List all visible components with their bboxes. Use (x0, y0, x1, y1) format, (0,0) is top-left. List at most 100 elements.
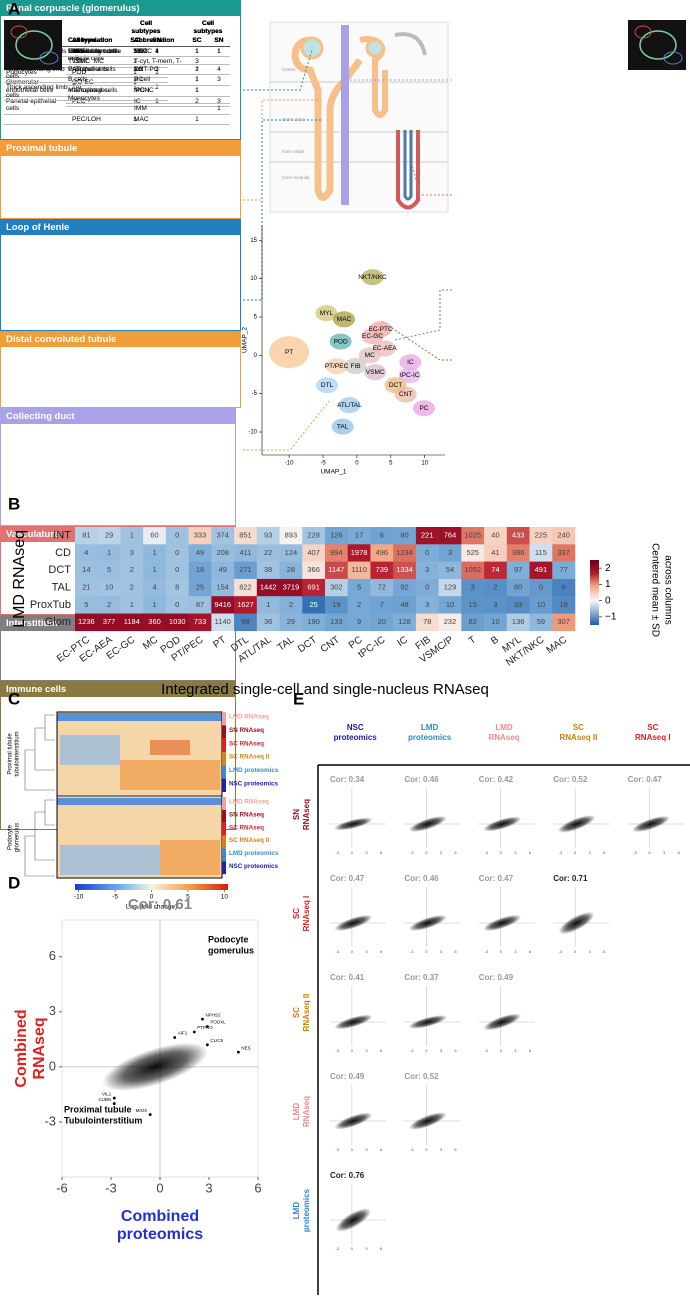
table-cell: NKC (132, 46, 186, 58)
mini-tick-label: 3 (365, 1147, 368, 1152)
cell-value: 40 (491, 531, 499, 540)
heatmap-cell (506, 613, 530, 632)
y-tick-label: 10 (250, 276, 257, 282)
cluster-label: tPC-IC (400, 372, 420, 379)
cell-value: 5 (84, 600, 88, 609)
cluster-label: EC-AEA (373, 345, 398, 352)
cell-value: 74 (491, 565, 499, 574)
cell-value: 6 (562, 583, 566, 592)
cluster-label: FIB (350, 363, 360, 370)
cell-value: 14 (82, 565, 90, 574)
mini-tick-label: 3 (663, 850, 666, 855)
heatmap-cell (552, 561, 576, 580)
cell-value: 1 (152, 565, 156, 574)
table-row: Natural killer cells NKC 1 (66, 46, 230, 58)
cluster-label: DCT (389, 382, 402, 389)
heatmap-cell (143, 578, 167, 597)
table-cell: 1 (186, 85, 208, 105)
table-cell (208, 85, 230, 105)
heatmap-cell (165, 578, 189, 597)
cell-value: 49 (219, 565, 227, 574)
mini-tick-label: -3 (336, 1246, 340, 1251)
mini-tick-label: 6 (454, 1147, 457, 1152)
mini-tick-label: -3 (410, 850, 414, 855)
cell-value: 3 (425, 565, 429, 574)
cell-value: 18 (196, 565, 204, 574)
cell-value: 893 (285, 531, 298, 540)
fold-change-heatmap-image (24, 711, 223, 879)
heatmap-cell (75, 527, 99, 545)
table-cell (66, 103, 132, 115)
cell-value: 1140 (215, 617, 231, 626)
table-cell: 1 (186, 46, 208, 58)
column-header: proteomics (408, 733, 452, 742)
cell-value: 8 (175, 583, 179, 592)
heatmap-cell (302, 561, 326, 580)
table-row: T cells T-cyt, T-mem, T-act 3 (66, 56, 230, 76)
column-header: RNAseq (488, 733, 519, 742)
cell-type-table: Immune cells Cell subtypes Cell type Abbrev… (0, 20, 236, 830)
cell-value: 2 (130, 583, 134, 592)
cell-value: 739 (376, 565, 389, 574)
cell-value: 36 (264, 617, 272, 626)
dataset-strip (222, 778, 226, 792)
mini-tick-label: 6 (454, 949, 457, 954)
annotation: Podocyte (208, 934, 249, 944)
heatmap-cell (75, 578, 99, 597)
x-tick-label: 6 (254, 1180, 261, 1195)
heatmap-cell (188, 596, 212, 614)
cell-value: 1184 (124, 617, 140, 626)
cluster-label: IC (407, 359, 414, 366)
mini-tick-label: -3 (336, 949, 340, 954)
heatmap-cell (75, 596, 99, 614)
row-header: SC (292, 908, 301, 919)
heatmap-cell (484, 527, 508, 545)
cell-value: 994 (330, 548, 343, 557)
cell-value: 92 (400, 583, 408, 592)
x-axis-label: proteomics (117, 1226, 203, 1243)
heatmap-cell (188, 613, 212, 632)
dataset-strip (222, 738, 226, 752)
heatmap-cell (120, 561, 144, 580)
y-axis-label: LMD RNAseq (11, 530, 28, 628)
cluster-label: MAC (337, 316, 352, 323)
heatmap-cell (165, 613, 189, 632)
mini-tick-label: 3 (514, 850, 517, 855)
column-label: CNT (319, 634, 342, 655)
annotation: gomerulus (208, 945, 254, 955)
cell-value: 133 (330, 617, 343, 626)
heatmap-cell (234, 578, 258, 597)
correlation-label: Cor: 0.49 (330, 1072, 365, 1081)
mini-tick-label: 0 (425, 949, 428, 954)
cell-value: 98 (241, 617, 249, 626)
cluster-label: PC (419, 405, 428, 412)
cell-value: 764 (444, 531, 457, 540)
point-label: AIF1 (178, 1031, 188, 1036)
heatmap-cell (325, 527, 349, 545)
y-tick-label: 5 (254, 315, 258, 321)
group-label: Podocyte (8, 824, 14, 850)
heatmap-cell (256, 578, 280, 597)
heatmap-cell (370, 527, 394, 545)
group-label: glomerulus (15, 823, 21, 852)
heatmap-cell (393, 596, 417, 614)
header-cell: Cell type (66, 36, 132, 47)
mini-tick-label: 6 (529, 1048, 532, 1053)
mini-tick-label: 0 (351, 850, 354, 855)
cell-value: 1052 (464, 565, 481, 574)
mini-tick-label: -3 (336, 1147, 340, 1152)
cell-value: 0 (175, 548, 179, 557)
heatmap-cell (438, 596, 462, 614)
table-cell (4, 114, 70, 126)
heatmap-cell (415, 613, 439, 632)
point (205, 1025, 209, 1028)
mini-tick-label: 3 (440, 850, 443, 855)
table-title: Distal convoluted tubule (1, 332, 240, 347)
heatmap-cell (325, 561, 349, 580)
table-cell: T-cyt, T-mem, T-act (132, 56, 186, 76)
mini-tick-label: 0 (648, 850, 651, 855)
point-label: VIL1 (102, 1091, 112, 1096)
dataset-strip (222, 752, 226, 766)
mini-tick-label: -3 (559, 850, 563, 855)
y-tick-label: 0 (49, 1058, 56, 1073)
